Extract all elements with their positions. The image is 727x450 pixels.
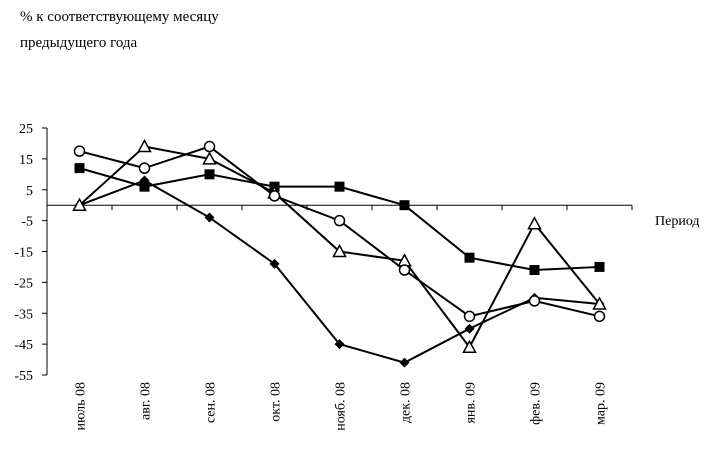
marker <box>332 243 347 258</box>
y-tick-label: -45 <box>14 338 33 353</box>
x-tick-label: фев. 09 <box>529 382 544 425</box>
x-tick-label: янв. 09 <box>464 382 479 424</box>
y-tick-label: -35 <box>14 307 33 322</box>
x-tick-label: окт. 08 <box>269 382 284 422</box>
y-tick-label: -5 <box>21 215 33 230</box>
chart-title: предыдущего года <box>20 35 138 51</box>
marker <box>594 261 605 272</box>
y-tick-label: 15 <box>19 153 33 168</box>
series-line <box>79 179 600 364</box>
marker <box>203 140 216 153</box>
x-tick-label: сен. 08 <box>204 382 219 423</box>
x-tick-label: мар. 09 <box>594 382 609 425</box>
marker <box>137 138 152 153</box>
marker <box>202 151 217 165</box>
y-tick-label: -25 <box>14 276 33 291</box>
marker <box>334 339 345 350</box>
marker <box>464 323 475 334</box>
series-line <box>79 145 600 318</box>
y-tick-label: 5 <box>26 184 33 199</box>
marker <box>593 310 606 323</box>
marker <box>462 339 477 353</box>
x-tick-label: июль 08 <box>74 382 89 430</box>
marker <box>269 258 280 269</box>
marker <box>139 181 150 192</box>
marker <box>74 163 85 174</box>
marker <box>398 264 411 276</box>
marker <box>72 197 87 211</box>
x-tick-label: дек. 08 <box>399 382 414 423</box>
marker <box>138 162 151 174</box>
marker <box>464 252 475 263</box>
marker <box>527 216 542 230</box>
x-tick-label: авг. 08 <box>139 382 154 420</box>
marker <box>399 357 410 368</box>
marker <box>334 181 345 192</box>
marker <box>529 265 540 276</box>
chart-title: % к соответствующему месяцу <box>20 9 219 25</box>
y-tick-label: -15 <box>14 246 33 261</box>
x-tick-label: нояб. 08 <box>334 382 349 431</box>
y-tick-label: 25 <box>19 122 33 137</box>
y-tick-label: -55 <box>14 369 33 384</box>
marker <box>528 295 541 307</box>
marker <box>463 310 476 323</box>
marker <box>333 214 346 227</box>
marker <box>592 296 607 310</box>
marker <box>268 190 281 202</box>
marker <box>204 169 215 180</box>
marker <box>399 200 410 211</box>
marker <box>204 212 215 223</box>
x-axis-label: Период <box>655 214 700 229</box>
marker <box>73 145 86 157</box>
